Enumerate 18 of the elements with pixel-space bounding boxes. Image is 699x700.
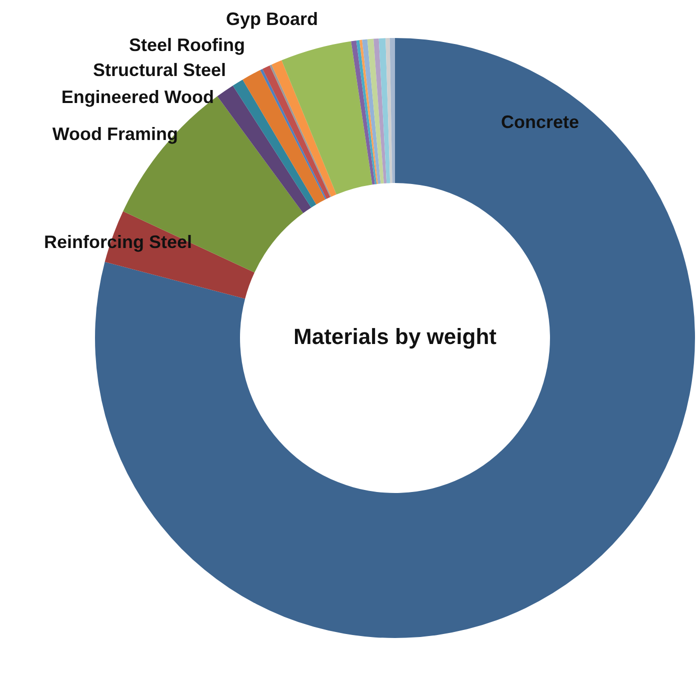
donut-slice	[242, 70, 326, 204]
donut-slice	[362, 39, 381, 184]
donut-slice	[282, 41, 372, 194]
slice-label: Wood Framing	[52, 124, 178, 144]
donut-slice	[390, 38, 395, 184]
donut-slice	[232, 80, 316, 208]
slice-label: Engineered Wood	[61, 87, 214, 107]
slice-label: Concrete	[500, 112, 580, 132]
donut-slice	[386, 38, 392, 184]
donut-slice	[217, 86, 312, 214]
slice-label: Structural Steel	[92, 60, 226, 80]
donut-slice	[367, 38, 384, 184]
slice-label: Steel Roofing	[129, 35, 245, 55]
text: Materials by weight	[294, 324, 498, 349]
donut-slice	[351, 40, 375, 185]
slice-label: Gyp Board	[226, 9, 318, 29]
donut-slice	[378, 38, 390, 184]
donut-slice	[374, 38, 387, 184]
